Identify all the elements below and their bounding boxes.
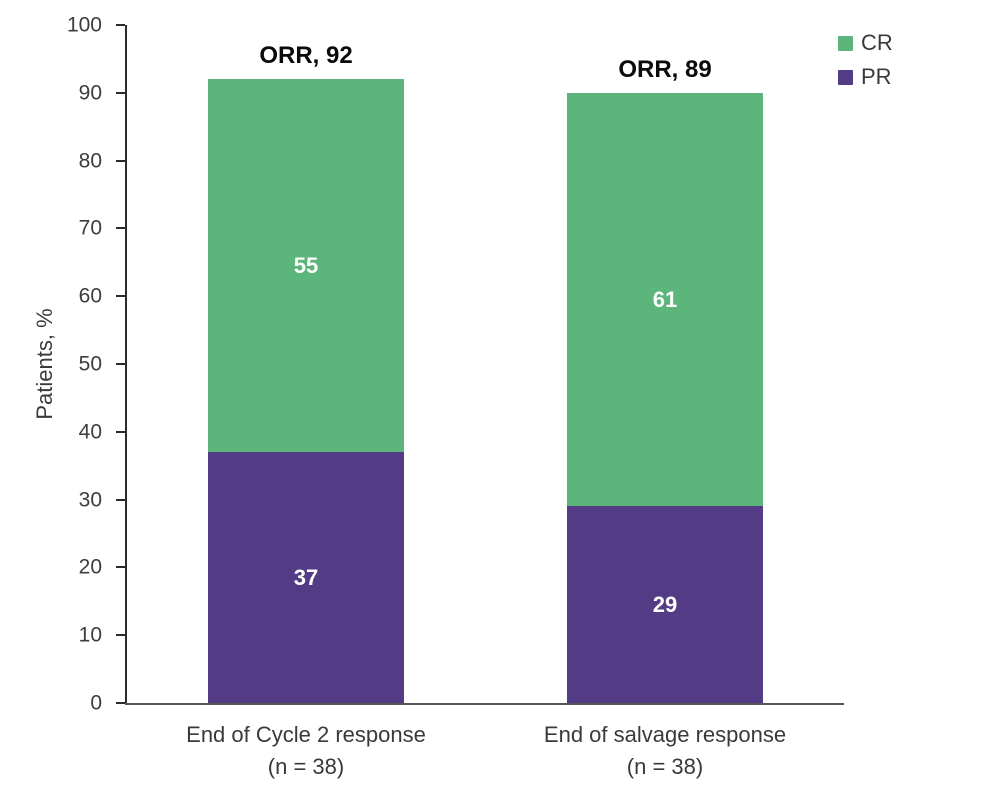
y-tick-label: 20 — [78, 555, 102, 579]
category-label-line1: End of salvage response — [543, 722, 787, 747]
y-tick-label: 0 — [90, 691, 102, 715]
legend-swatch-cr — [838, 35, 853, 51]
orr-annotation: ORR, 92 — [259, 42, 353, 70]
x-axis-line — [125, 703, 844, 705]
bar-segment-cr: 55 — [208, 79, 404, 453]
category-label-line2: (n = 38) — [267, 754, 345, 779]
y-tick-mark — [116, 702, 125, 704]
y-tick-mark — [116, 227, 125, 230]
legend-swatch-pr — [838, 69, 853, 85]
category-label-line2: (n = 38) — [626, 754, 704, 779]
orr-annotation: ORR, 89 — [618, 55, 712, 83]
y-tick-label: 60 — [78, 284, 102, 308]
y-tick-mark — [116, 91, 125, 94]
y-tick-label: 90 — [78, 81, 102, 105]
bar-value-label: 37 — [293, 564, 319, 590]
y-tick-label: 40 — [78, 420, 102, 444]
category-label: End of Cycle 2 response (n = 38) — [186, 719, 426, 783]
plot-area: 0 10 20 30 40 50 60 70 80 90 100 55 37 ORR, 92 61 29 ORR… — [67, 15, 844, 714]
legend-label: PR — [861, 64, 892, 89]
y-tick-mark — [116, 498, 125, 501]
y-axis-line — [125, 25, 127, 705]
y-tick-mark — [116, 159, 125, 162]
legend: CR PR — [838, 32, 893, 100]
legend-label: CR — [861, 30, 893, 55]
legend-item-cr: CR — [838, 32, 893, 54]
y-tick-label: 10 — [78, 623, 102, 647]
stacked-bar: 55 37 ORR, 92 — [208, 42, 404, 703]
bar-segment-pr: 29 — [567, 506, 763, 703]
y-tick-label: 100 — [66, 13, 102, 37]
y-tick-mark — [116, 430, 125, 433]
category-label-line1: End of Cycle 2 response — [186, 722, 426, 747]
y-tick-label: 70 — [78, 216, 102, 240]
y-tick-mark — [116, 363, 125, 365]
y-tick-mark — [116, 295, 125, 298]
bar-segment-pr: 37 — [208, 452, 404, 703]
stacked-bar: 61 29 ORR, 89 — [567, 56, 763, 703]
y-tick-label: 80 — [78, 149, 102, 173]
y-tick-mark — [116, 24, 125, 26]
legend-item-pr: PR — [838, 66, 893, 88]
bar-value-label: 29 — [652, 591, 678, 617]
y-tick-mark — [116, 566, 125, 569]
bar-value-label: 61 — [652, 286, 678, 312]
y-tick-label: 30 — [78, 488, 102, 512]
y-tick-label: 50 — [78, 352, 102, 376]
bar-segment-cr: 61 — [567, 92, 763, 507]
y-tick-mark — [116, 634, 125, 637]
bar-value-label: 55 — [293, 252, 319, 278]
category-label: End of salvage response (n = 38) — [544, 719, 786, 783]
